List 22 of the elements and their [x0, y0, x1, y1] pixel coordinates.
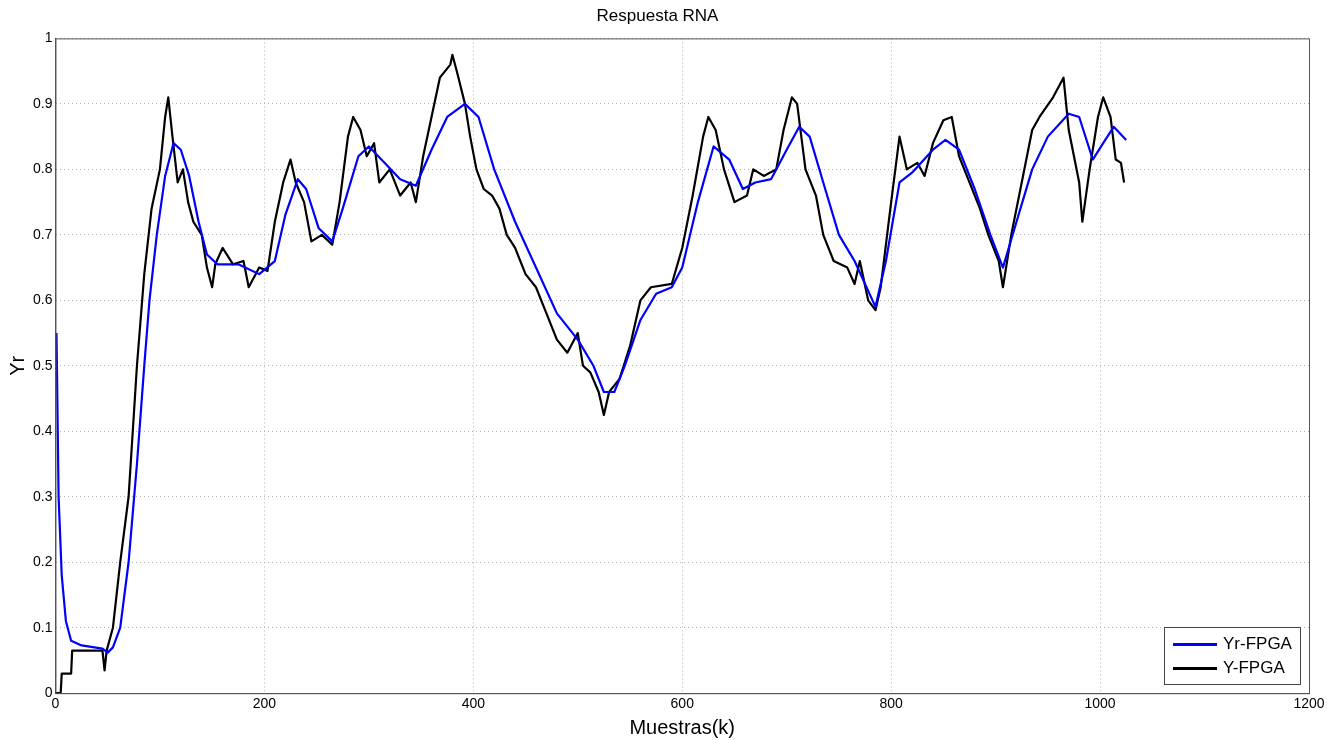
- x-tick-label: 1000: [1084, 695, 1116, 712]
- legend-label: Y-FPGA: [1223, 658, 1285, 679]
- y-tick-label: 0: [44, 684, 53, 701]
- x-tick-label: 1200: [1293, 695, 1325, 712]
- x-axis-title: Muestras(k): [629, 715, 736, 738]
- y-axis-title: Yr: [5, 355, 28, 376]
- y-tick-label: 1: [44, 29, 53, 46]
- chart-title: Respuesta RNA: [596, 5, 720, 25]
- y-tick-label: 0.9: [32, 94, 53, 111]
- y-tick-label: 0.7: [32, 225, 53, 242]
- y-tick-label: 0.2: [32, 553, 53, 570]
- y-tick-label: 0.5: [32, 356, 53, 373]
- y-tick-label: 0.3: [32, 487, 53, 504]
- y-tick-label: 0.6: [32, 291, 53, 308]
- x-tick-label: 400: [461, 695, 486, 712]
- y-tick-label: 0.8: [32, 160, 53, 177]
- x-tick-label: 200: [252, 695, 277, 712]
- y-tick-label: 0.4: [32, 422, 53, 439]
- y-tick-label: 0.1: [32, 618, 53, 635]
- x-tick-label: 800: [879, 695, 904, 712]
- x-tick-label: 600: [670, 695, 695, 712]
- legend-label: Yr-FPGA: [1223, 634, 1292, 655]
